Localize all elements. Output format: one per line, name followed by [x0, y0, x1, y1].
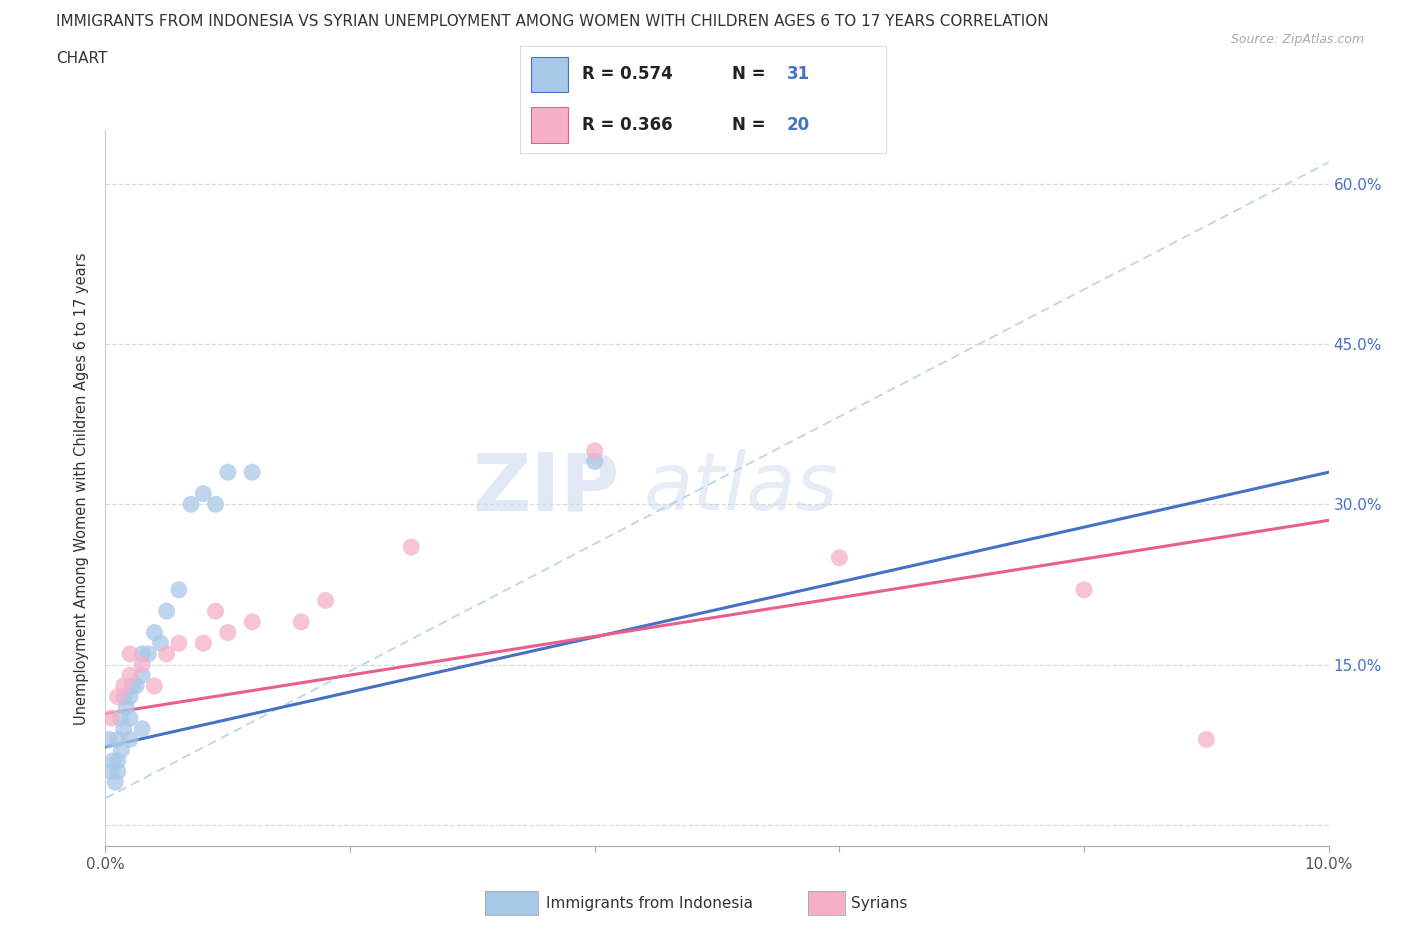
Point	[204, 497, 226, 512]
Text: R = 0.574: R = 0.574	[582, 65, 673, 84]
Point	[240, 465, 263, 480]
Text: CHART: CHART	[56, 51, 108, 66]
Text: N =: N =	[733, 65, 772, 84]
Point	[167, 582, 190, 597]
Point	[155, 646, 177, 661]
Point	[107, 689, 129, 704]
Point	[583, 454, 606, 469]
Point	[100, 764, 122, 779]
Point	[143, 679, 166, 694]
Point	[131, 722, 153, 737]
Point	[136, 646, 159, 661]
Text: atlas: atlas	[644, 449, 838, 527]
Point	[107, 732, 129, 747]
Point	[98, 732, 121, 747]
Point	[118, 689, 141, 704]
Point	[131, 646, 153, 661]
Text: N =: N =	[733, 115, 772, 134]
Text: IMMIGRANTS FROM INDONESIA VS SYRIAN UNEMPLOYMENT AMONG WOMEN WITH CHILDREN AGES : IMMIGRANTS FROM INDONESIA VS SYRIAN UNEM…	[56, 14, 1049, 29]
Point	[217, 625, 239, 640]
Text: Immigrants from Indonesia: Immigrants from Indonesia	[546, 896, 752, 910]
Point	[118, 668, 141, 683]
Point	[1195, 732, 1218, 747]
Point	[112, 689, 135, 704]
FancyBboxPatch shape	[531, 58, 568, 92]
Point	[1073, 582, 1095, 597]
Point	[112, 679, 135, 694]
Point	[112, 722, 135, 737]
Point	[193, 636, 215, 651]
Point	[110, 743, 132, 758]
FancyBboxPatch shape	[531, 108, 568, 143]
Point	[167, 636, 190, 651]
Point	[108, 711, 131, 725]
Point	[104, 775, 127, 790]
Point	[204, 604, 226, 618]
Point	[125, 679, 148, 694]
Point	[193, 486, 215, 501]
Text: 20: 20	[787, 115, 810, 134]
Point	[290, 615, 312, 630]
Point	[118, 711, 141, 725]
Point	[828, 551, 851, 565]
Point	[118, 646, 141, 661]
Text: ZIP: ZIP	[472, 449, 619, 527]
Text: Source: ZipAtlas.com: Source: ZipAtlas.com	[1230, 33, 1364, 46]
Point	[101, 753, 124, 768]
Point	[118, 732, 141, 747]
Point	[315, 593, 337, 608]
Point	[180, 497, 202, 512]
Text: 31: 31	[787, 65, 810, 84]
Point	[100, 711, 122, 725]
Point	[240, 615, 263, 630]
Point	[217, 465, 239, 480]
Point	[149, 636, 172, 651]
Point	[155, 604, 177, 618]
Point	[107, 753, 129, 768]
Text: Syrians: Syrians	[851, 896, 907, 910]
Point	[583, 444, 606, 458]
Point	[115, 700, 138, 715]
Point	[131, 668, 153, 683]
Point	[401, 539, 423, 554]
Y-axis label: Unemployment Among Women with Children Ages 6 to 17 years: Unemployment Among Women with Children A…	[75, 252, 90, 724]
Point	[131, 658, 153, 672]
Point	[121, 679, 143, 694]
Point	[143, 625, 166, 640]
Text: R = 0.366: R = 0.366	[582, 115, 673, 134]
Point	[107, 764, 129, 779]
